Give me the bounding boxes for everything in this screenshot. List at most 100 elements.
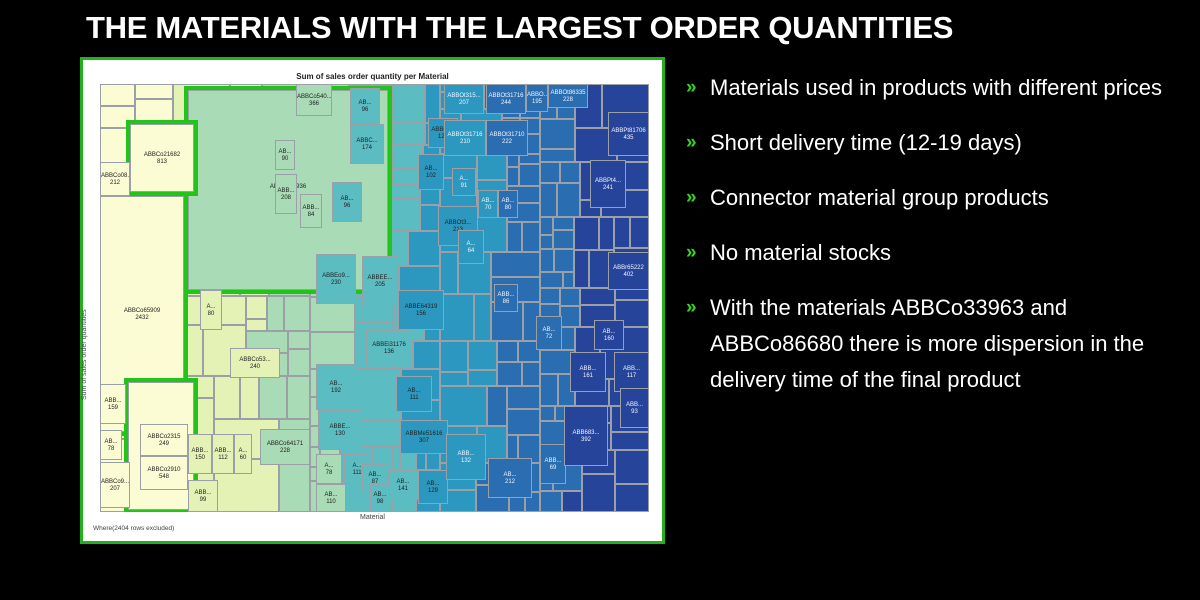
cell-label: AB... — [358, 100, 372, 106]
cell-label: ABBEE... — [367, 275, 393, 281]
cell-label: ABB... — [544, 458, 562, 464]
treemap-tile — [497, 362, 522, 386]
cell-label: ABBCo08... — [101, 173, 130, 179]
cell-label: ABBCo2315 — [147, 434, 181, 440]
treemap-chart: Sum of sales order quantity per Material… — [81, 60, 662, 541]
treemap-cell: ABBPt4... 241 — [590, 160, 626, 208]
cell-label: A... — [466, 241, 476, 247]
treemap-tile — [614, 217, 630, 248]
cell-value: 69 — [549, 465, 557, 471]
cell-label: AB... — [501, 198, 515, 204]
cell-label: AB... — [324, 492, 338, 498]
cell-label: ABB... — [457, 451, 475, 457]
cell-value: 91 — [460, 183, 468, 189]
treemap-cell: AB... 96 — [332, 182, 362, 222]
treemap-tile — [563, 272, 574, 288]
cell-value: 208 — [280, 195, 291, 201]
treemap-tile — [440, 372, 468, 386]
treemap-tile — [440, 294, 474, 341]
treemap-tile — [487, 386, 507, 426]
treemap-cell: AB... 141 — [388, 470, 418, 500]
treemap-tile — [288, 349, 310, 376]
treemap-cell: ABBr65222 402 — [608, 252, 649, 290]
treemap-tile — [540, 406, 555, 421]
treemap-tile — [540, 374, 558, 406]
cell-label: ABBO... — [527, 92, 548, 98]
cell-label: ABBEo9... — [322, 273, 350, 279]
cell-value: 213 — [439, 227, 477, 234]
y-axis-label: Sum of sales order quantities — [81, 309, 88, 400]
slide-title: THE MATERIALS WITH THE LARGEST ORDER QUA… — [86, 10, 954, 45]
cell-label: ABBCo2910 — [147, 467, 181, 473]
treemap-tile — [518, 341, 540, 362]
treemap-tile — [519, 154, 540, 164]
treemap-cell: ABBCo08... 212 — [100, 162, 130, 196]
chart-footnote: Where(2404 rows excluded) — [93, 525, 175, 532]
treemap-tile — [284, 296, 310, 331]
treemap-tile — [540, 119, 575, 149]
cell-label: ABB... — [579, 366, 597, 372]
cell-value: 98 — [376, 499, 384, 505]
treemap-tile — [310, 332, 355, 369]
treemap-cell: ABB683... 392 — [564, 406, 608, 466]
cell-label: ABB... — [625, 402, 643, 408]
treemap-cell: AB... 90 — [275, 140, 295, 170]
cell-label: ABB... — [277, 188, 295, 194]
treemap-cell: AB... 192 — [316, 364, 356, 410]
treemap-tile — [440, 341, 468, 372]
treemap-tile — [540, 235, 553, 249]
treemap-cell: AB... 96 — [350, 88, 380, 124]
treemap-cell: ABB... 86 — [494, 284, 518, 312]
treemap-tile — [522, 362, 540, 386]
treemap-cell: ABBEo9... 230 — [316, 254, 356, 304]
treemap-tile — [574, 217, 599, 250]
treemap-tile — [540, 249, 554, 272]
treemap-tile — [393, 84, 425, 123]
treemap-tile — [611, 432, 649, 450]
cell-label: ABBPt4... — [594, 178, 621, 184]
cell-label: ABBC... — [356, 138, 378, 144]
cell-value: 813 — [156, 159, 167, 165]
treemap-cell: ABBE... 130 — [318, 410, 362, 450]
treemap-tile — [630, 217, 649, 248]
treemap-cell: AB... 102 — [418, 154, 444, 190]
treemap-tile — [560, 162, 580, 183]
cell-label: ABB... — [622, 366, 640, 372]
cell-value: 86 — [502, 299, 510, 305]
treemap-tile — [413, 341, 440, 369]
cell-label: ABB... — [497, 292, 515, 298]
treemap-tile — [393, 123, 425, 145]
treemap-cell: ABBMe51616 307 — [400, 420, 448, 454]
cell-label: AB... — [396, 479, 410, 485]
treemap-chart-frame: Sum of sales order quantity per Material… — [80, 57, 665, 544]
treemap-cell: ABBC... 174 — [350, 124, 384, 164]
cell-value: 90 — [281, 156, 289, 162]
cell-value: 132 — [460, 458, 471, 464]
treemap-tile — [477, 154, 507, 180]
treemap-cell: ABB... 159 — [100, 384, 126, 424]
treemap-tile — [507, 167, 519, 186]
treemap-cell: ABBCo53... 240 — [230, 348, 280, 378]
treemap-tile — [540, 162, 560, 183]
cell-value: 70 — [484, 205, 492, 211]
cell-value: 174 — [361, 145, 372, 151]
treemap-cell: AB... 80 — [498, 190, 518, 218]
cell-value: 80 — [504, 205, 512, 211]
treemap-cell: ABB... 132 — [446, 434, 486, 480]
double-chevron-icon: » — [686, 242, 696, 263]
cell-value: 156 — [415, 311, 426, 317]
cell-label: ABB... — [194, 490, 212, 496]
cell-label: AB... — [426, 481, 440, 487]
treemap-cell: ABBOt31716 244 — [486, 84, 526, 114]
cell-label: AB... — [481, 198, 495, 204]
treemap-cell: A... 60 — [234, 434, 252, 474]
cell-label: A... — [324, 463, 334, 469]
cell-value: 78 — [107, 446, 115, 452]
cell-value: 230 — [330, 280, 341, 286]
treemap-cell: AB... 98 — [370, 484, 390, 512]
cell-value: 150 — [194, 455, 205, 461]
cell-label: ABBr65222 — [613, 265, 644, 271]
treemap-cell: AB... 160 — [594, 320, 624, 350]
treemap-cell: AB... 129 — [418, 470, 448, 504]
treemap-cell: ABB... 84 — [300, 194, 322, 228]
